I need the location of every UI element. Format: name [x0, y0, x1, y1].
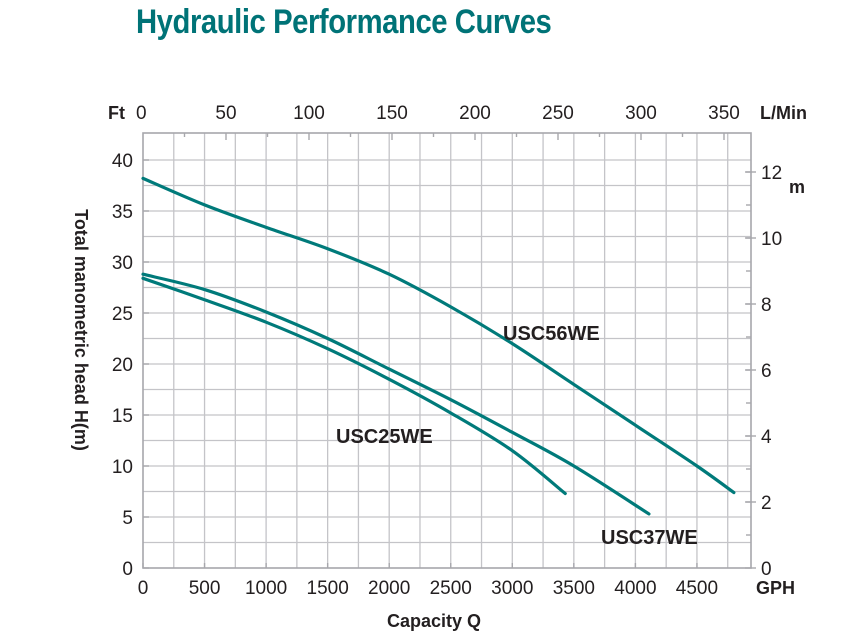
y-right-tick-label: 0: [761, 559, 772, 580]
y-left-tick-label: 10: [112, 457, 133, 478]
series-label-usc25we: USC25WE: [336, 426, 433, 448]
y-left-tick-label: 25: [112, 304, 133, 325]
x-top-tick-label: 350: [708, 103, 740, 124]
axis-ticks: [142, 133, 756, 569]
y-left-tick-label: 30: [112, 253, 133, 274]
y-left-tick-label: 0: [122, 559, 133, 580]
y-left-tick-label: 35: [112, 202, 133, 223]
x-bottom-tick-label: 1000: [245, 578, 287, 599]
series-label-usc37we: USC37WE: [601, 527, 698, 549]
x-top-unit-label: L/Min: [760, 103, 807, 123]
x-bottom-tick-label: 3500: [553, 578, 595, 599]
x-bottom-tick-label: 4500: [676, 578, 718, 599]
x-bottom-tick-label: 2000: [368, 578, 410, 599]
series-label-usc56we: USC56WE: [503, 323, 600, 345]
curve-usc37we: [141, 272, 651, 516]
x-top-tick-label: 200: [459, 103, 491, 124]
x-bottom-tick-label: 2500: [430, 578, 472, 599]
y-left-tick-label: 15: [112, 406, 133, 427]
x-top-tick-label: 0: [136, 103, 147, 124]
tick-labels: 0 5 10 15 20 25 30 35 40 0 2 4 6 8 10 12 0 50 100 150 200 250…: [112, 103, 782, 599]
x-top-tick-label: 150: [376, 103, 408, 124]
x-bottom-tick-label: 0: [138, 578, 149, 599]
y-left-unit-label: Ft: [108, 103, 125, 123]
y-right-tick-label: 6: [761, 361, 772, 382]
x-top-tick-label: 50: [215, 103, 236, 124]
y-left-tick-label: 40: [112, 151, 133, 172]
x-bottom-tick-label: 500: [189, 578, 221, 599]
x-top-tick-label: 100: [293, 103, 325, 124]
y-left-tick-label: 20: [112, 355, 133, 376]
y-right-tick-label: 12: [761, 163, 782, 184]
grid: [143, 133, 751, 568]
y-left-tick-label: 5: [122, 508, 133, 529]
y-axis-title: Total manometric head H(m): [71, 209, 91, 451]
x-bottom-unit-label: GPH: [756, 578, 795, 598]
x-bottom-tick-label: 4000: [614, 578, 656, 599]
curve-usc56we: [141, 176, 736, 495]
x-top-tick-label: 300: [625, 103, 657, 124]
y-right-tick-label: 8: [761, 295, 772, 316]
chart-title: Hydraulic Performance Curves: [136, 3, 552, 41]
y-right-tick-label: 10: [761, 229, 782, 250]
plot-frame: [142, 132, 752, 569]
x-top-tick-label: 250: [542, 103, 574, 124]
x-bottom-tick-label: 1500: [307, 578, 349, 599]
y-right-unit-label: m: [789, 177, 805, 197]
y-right-tick-label: 4: [761, 427, 772, 448]
curves: [141, 176, 736, 516]
curve-usc25we: [141, 276, 567, 496]
y-right-tick-label: 2: [761, 493, 772, 514]
x-bottom-tick-label: 3000: [491, 578, 533, 599]
x-axis-title: Capacity Q: [387, 611, 481, 631]
